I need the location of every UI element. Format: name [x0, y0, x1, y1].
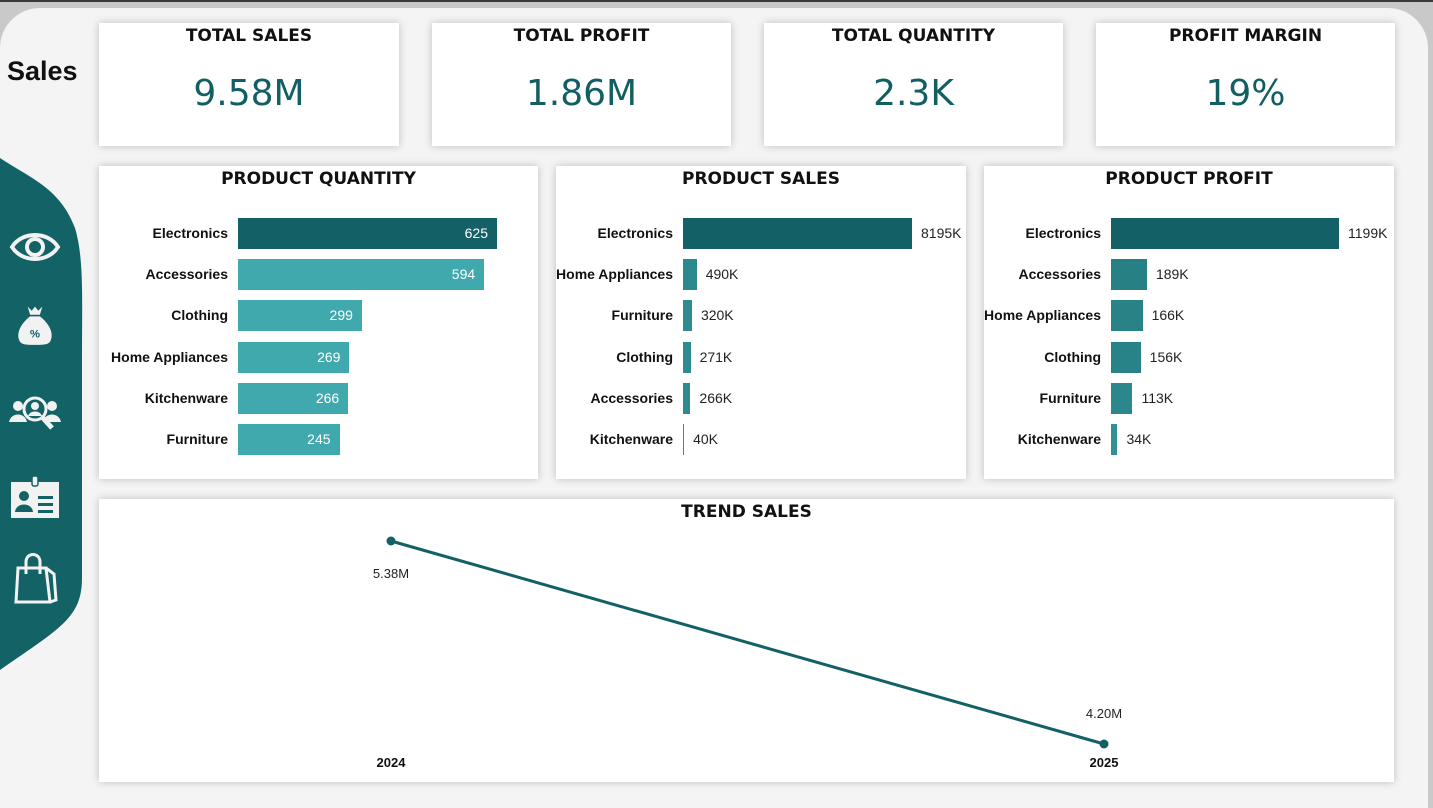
data-label: 8195K — [921, 225, 962, 241]
bar[interactable] — [1111, 341, 1141, 373]
category-label: Furniture — [166, 431, 228, 447]
people-search-icon[interactable] — [8, 392, 62, 436]
bar[interactable] — [1111, 218, 1339, 249]
bar[interactable] — [683, 382, 691, 414]
kpi-value: 1.86M — [525, 73, 638, 114]
bar[interactable] — [238, 341, 350, 373]
trend-plot: 5.38M 2024 4.20M 2025 — [373, 536, 1122, 770]
product-profit-chart: PRODUCT PROFIT Electronics 1199K Accessori… — [984, 166, 1394, 479]
kpi-total-profit: TOTAL PROFIT 1.86M — [432, 23, 731, 146]
money-bag-percent-icon[interactable]: % — [8, 305, 62, 349]
bar[interactable] — [683, 259, 697, 291]
data-label: 594 — [451, 266, 476, 283]
kpi-label: PROFIT MARGIN — [1168, 26, 1323, 46]
data-label: 189K — [1155, 266, 1189, 283]
x-tick-label: 2024 — [377, 755, 407, 770]
chart-title: PRODUCT QUANTITY — [221, 169, 416, 189]
kpi-label: TOTAL PROFIT — [513, 26, 650, 46]
data-label: 299 — [329, 307, 353, 324]
data-label: 40K — [693, 431, 719, 447]
bar[interactable] — [238, 259, 485, 291]
bar[interactable] — [683, 424, 685, 455]
svg-text:%: % — [30, 329, 40, 341]
bar[interactable] — [238, 424, 340, 455]
id-card-icon[interactable] — [8, 476, 62, 520]
trend-line — [390, 539, 1105, 746]
chart-title: PRODUCT PROFIT — [1105, 169, 1273, 189]
bar[interactable] — [238, 300, 362, 332]
data-label: 490K — [705, 266, 739, 283]
kpi-value: 9.58M — [193, 73, 305, 114]
kpi-value: 2.3K — [873, 73, 954, 114]
data-label: 166K — [1151, 307, 1185, 324]
product-sales-chart: PRODUCT SALES Electronics 8195K Home Appli… — [556, 166, 966, 479]
data-label: 320K — [700, 307, 734, 324]
page-title: Sales — [7, 56, 78, 86]
data-label: 34K — [1126, 431, 1152, 447]
data-label: 156K — [1149, 348, 1183, 365]
category-label: Accessories — [1018, 266, 1101, 283]
kpi-total-quantity: TOTAL QUANTITY 2.3K — [764, 23, 1063, 146]
category-label: Electronics — [597, 225, 673, 241]
category-label: Clothing — [1044, 348, 1101, 365]
category-label: Home Appliances — [556, 266, 673, 283]
bar[interactable] — [1111, 259, 1147, 291]
data-point[interactable] — [386, 536, 396, 546]
category-label: Furniture — [1039, 389, 1101, 406]
category-label: Home Appliances — [111, 348, 228, 365]
data-label: 113K — [1141, 389, 1174, 406]
kpi-label: TOTAL SALES — [185, 26, 313, 46]
category-label: Clothing — [171, 307, 228, 324]
data-label: 245 — [307, 431, 331, 447]
category-label: Home Appliances — [984, 307, 1101, 324]
trend-sales-chart: TREND SALES 5.38M 2024 4.20M 2025 — [99, 499, 1394, 782]
category-label: Electronics — [152, 225, 228, 241]
kpi-profit-margin: PROFIT MARGIN 19% — [1096, 23, 1395, 146]
bar[interactable] — [683, 218, 912, 249]
chart-title: TREND SALES — [681, 502, 812, 522]
bar[interactable] — [683, 341, 691, 373]
bar[interactable] — [683, 300, 692, 332]
kpi-total-sales: TOTAL SALES 9.58M — [99, 23, 399, 146]
data-label: 266K — [699, 389, 733, 406]
bar[interactable] — [1111, 300, 1143, 332]
window-top-border — [0, 0, 1433, 2]
data-label: 5.38M — [373, 566, 409, 581]
category-label: Kitchenware — [144, 389, 228, 406]
category-label: Furniture — [611, 307, 673, 324]
data-label: 269 — [317, 348, 341, 365]
data-label: 271K — [699, 348, 733, 365]
chart-title: PRODUCT SALES — [682, 169, 840, 189]
category-label: Clothing — [616, 348, 673, 365]
eye-icon[interactable] — [8, 225, 62, 269]
data-label: 1199K — [1348, 225, 1388, 241]
product-quantity-chart: PRODUCT QUANTITY Electronics 625 Accessori… — [99, 166, 538, 479]
category-label: Accessories — [145, 266, 228, 283]
bar[interactable] — [1111, 424, 1118, 455]
shopping-bag-icon[interactable] — [8, 550, 62, 606]
category-label: Accessories — [590, 389, 673, 406]
kpi-value: 19% — [1205, 73, 1286, 114]
category-label: Kitchenware — [1017, 431, 1101, 447]
category-label: Kitchenware — [589, 431, 673, 447]
data-label: 625 — [464, 225, 488, 241]
x-tick-label: 2025 — [1090, 755, 1119, 770]
bar[interactable] — [238, 382, 349, 414]
data-label: 266 — [315, 389, 340, 406]
kpi-label: TOTAL QUANTITY — [831, 26, 996, 46]
bar[interactable] — [238, 218, 497, 249]
bar[interactable] — [1111, 382, 1133, 414]
category-label: Electronics — [1025, 225, 1101, 241]
data-label: 4.20M — [1086, 706, 1122, 721]
data-point[interactable] — [1099, 739, 1109, 749]
